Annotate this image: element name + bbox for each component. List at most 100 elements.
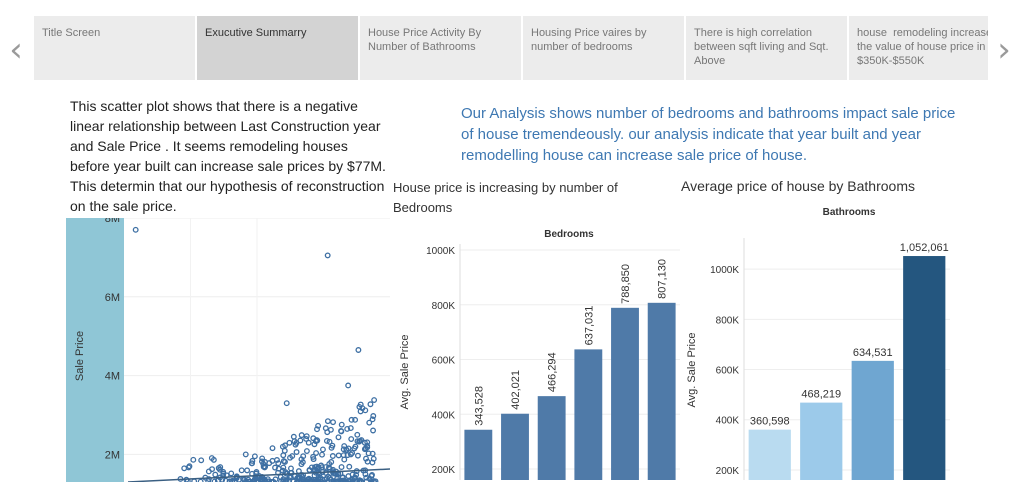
scatter-point	[286, 439, 293, 446]
next-arrow[interactable]: ›	[997, 30, 1011, 70]
bath-bar[interactable]	[851, 360, 894, 480]
scatter-point	[326, 438, 333, 445]
scatter-point	[355, 347, 362, 353]
scatter-point	[305, 439, 312, 446]
bed-bar[interactable]	[464, 429, 493, 480]
scatter-point	[190, 456, 197, 463]
scatter-point	[370, 413, 377, 419]
scatter-point	[367, 401, 374, 408]
bed-data-label: 402,021	[510, 370, 522, 410]
scatter-point	[372, 478, 379, 482]
scatter-point	[351, 445, 358, 452]
scatter-point	[313, 450, 320, 456]
bed-bar[interactable]	[537, 396, 566, 480]
prev-arrow[interactable]: ‹	[9, 30, 23, 70]
scatter-point	[242, 451, 249, 458]
scatter-point	[330, 419, 336, 426]
scatter-point	[280, 478, 287, 482]
scatter-point	[338, 427, 344, 434]
scatter-point	[258, 458, 265, 465]
tab-price-by-bedrooms[interactable]: Housing Price vaires by number of bedroo…	[523, 16, 684, 80]
scatter-point	[215, 465, 222, 472]
bath-bar[interactable]	[748, 429, 791, 480]
scatter-point	[322, 425, 329, 432]
scatter-point	[328, 444, 335, 451]
bath-data-label: 1,052,061	[900, 242, 949, 254]
bathrooms-chart-title: Average price of house by Bathrooms	[681, 178, 915, 194]
scatter-point	[335, 452, 342, 459]
bed-bar[interactable]	[574, 349, 603, 480]
bathrooms-bar-chart: Bathrooms Avg. Sale Price 200K 400K 600K 80…	[686, 207, 950, 480]
bathrooms-header: Bathrooms	[823, 207, 876, 218]
analysis-summary: Our Analysis shows number of bedrooms an…	[461, 105, 956, 164]
scatter-point	[348, 416, 355, 423]
scatter-chart: Sale Price 2M 4M 6M 8M	[66, 218, 390, 482]
scatter-point	[352, 416, 359, 423]
scatter-point	[369, 416, 376, 423]
bath-bar[interactable]	[903, 256, 946, 480]
scatter-point	[283, 400, 290, 407]
scatter-point	[315, 464, 322, 471]
scatter-point	[303, 448, 310, 455]
bath-data-label: 468,219	[801, 389, 841, 401]
scatter-point	[361, 446, 368, 453]
scatter-point	[354, 452, 361, 459]
scatter-point	[287, 454, 293, 461]
scatter-point	[280, 452, 287, 459]
tab-sqft-correlation[interactable]: There is high correlation between sqft l…	[686, 16, 847, 80]
bath-y-tick: 200K	[716, 466, 740, 477]
bath-y-tick: 400K	[716, 416, 740, 427]
scatter-point	[364, 439, 371, 446]
bed-bar[interactable]	[501, 413, 529, 480]
scatter-point	[244, 467, 251, 474]
bed-bar[interactable]	[611, 307, 639, 480]
bedrooms-bar-chart: Bedrooms Avg. Sale Price 200K 400K 600K 800…	[399, 229, 680, 480]
scatter-point	[293, 449, 300, 455]
scatter-point	[346, 477, 353, 482]
scatter-point	[324, 252, 331, 259]
scatter-point	[349, 471, 356, 478]
tab-price-by-bathrooms[interactable]: House Price Activity By Number of Bathro…	[360, 16, 521, 80]
scatter-point	[312, 464, 318, 470]
scatter-point	[272, 464, 279, 471]
scatter-point	[369, 450, 376, 457]
scatter-point	[319, 451, 325, 458]
scatter-point	[326, 474, 333, 481]
bath-bar[interactable]	[800, 402, 843, 480]
scatter-point	[344, 452, 351, 459]
scatter-trend-line	[127, 468, 390, 482]
scatter-point	[262, 459, 268, 465]
scatter-point	[311, 441, 318, 448]
scatter-point	[248, 460, 255, 467]
bedrooms-header: Bedrooms	[544, 229, 594, 240]
bath-y-tick: 600K	[716, 366, 740, 377]
scatter-point	[278, 478, 284, 482]
scatter-point	[328, 459, 335, 465]
scatter-description: This scatter plot shows that there is a …	[70, 98, 386, 214]
bed-y-tick: 200K	[432, 465, 456, 476]
scatter-point	[354, 431, 361, 438]
scatter-point	[341, 456, 348, 463]
bath-data-label: 360,598	[750, 416, 790, 428]
tab-title-screen[interactable]: Title Screen	[34, 16, 195, 80]
scatter-point	[258, 478, 265, 482]
scatter-point	[371, 397, 378, 403]
scatter-point	[310, 453, 317, 460]
bath-data-label: 634,531	[853, 347, 893, 359]
scatter-point	[347, 425, 354, 432]
scatter-point	[299, 459, 306, 466]
scatter-point	[305, 476, 312, 482]
scatter-point	[315, 422, 322, 429]
bed-data-label: 637,031	[583, 306, 595, 346]
bath-y-tick: 1000K	[710, 265, 739, 276]
scatter-point	[354, 438, 361, 445]
bed-bar[interactable]	[647, 302, 676, 480]
y-axis-band	[66, 218, 124, 482]
scatter-point	[326, 464, 332, 471]
scatter-point	[357, 437, 364, 444]
scatter-point	[269, 445, 276, 452]
tab-executive-summary[interactable]: Exucutive Summarry	[197, 16, 358, 80]
scatter-point	[279, 443, 286, 450]
scatter-point	[344, 425, 351, 432]
